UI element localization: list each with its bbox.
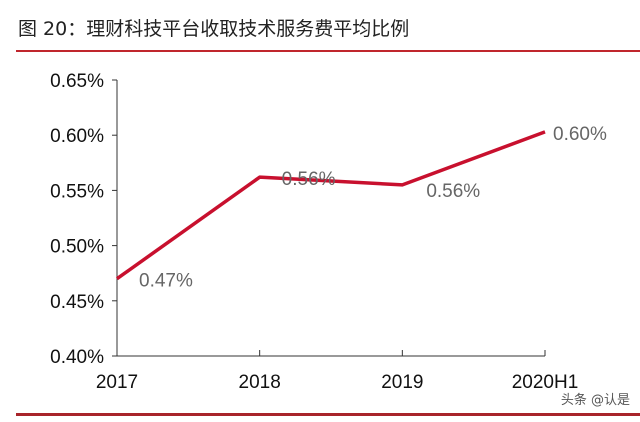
y-tick-label: 0.60% — [50, 126, 104, 147]
data-label: 0.47% — [139, 271, 193, 292]
data-label: 0.56% — [426, 181, 480, 202]
y-tick-label: 0.55% — [50, 181, 104, 202]
x-tick-label: 2017 — [96, 372, 138, 393]
watermark: 头条 @认是 — [560, 393, 630, 408]
x-tick-label: 2020H1 — [512, 372, 579, 393]
title-divider — [16, 50, 640, 52]
y-tick-label: 0.45% — [50, 292, 104, 313]
x-tick-label: 2018 — [239, 372, 281, 393]
x-tick-label: 2019 — [381, 372, 423, 393]
chart-title: 图 20：理财科技平台收取技术服务费平均比例 — [18, 18, 410, 40]
series-line — [115, 130, 546, 281]
y-tick-label: 0.50% — [50, 237, 104, 258]
y-tick-label: 0.65% — [50, 71, 104, 92]
data-label: 0.60% — [553, 124, 607, 145]
bottom-divider — [16, 413, 640, 416]
data-label: 0.56% — [282, 169, 336, 190]
y-tick-label: 0.40% — [50, 347, 104, 368]
